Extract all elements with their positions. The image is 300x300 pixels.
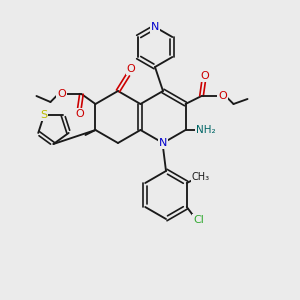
Text: Cl: Cl (193, 215, 204, 225)
Text: S: S (40, 110, 48, 120)
Text: O: O (75, 109, 84, 119)
Text: O: O (218, 91, 227, 101)
Text: O: O (200, 71, 209, 81)
Text: NH₂: NH₂ (196, 125, 215, 135)
Text: CH₃: CH₃ (192, 172, 210, 182)
Text: N: N (151, 22, 159, 32)
Text: N: N (159, 138, 167, 148)
Text: O: O (57, 89, 66, 99)
Text: O: O (127, 64, 135, 74)
